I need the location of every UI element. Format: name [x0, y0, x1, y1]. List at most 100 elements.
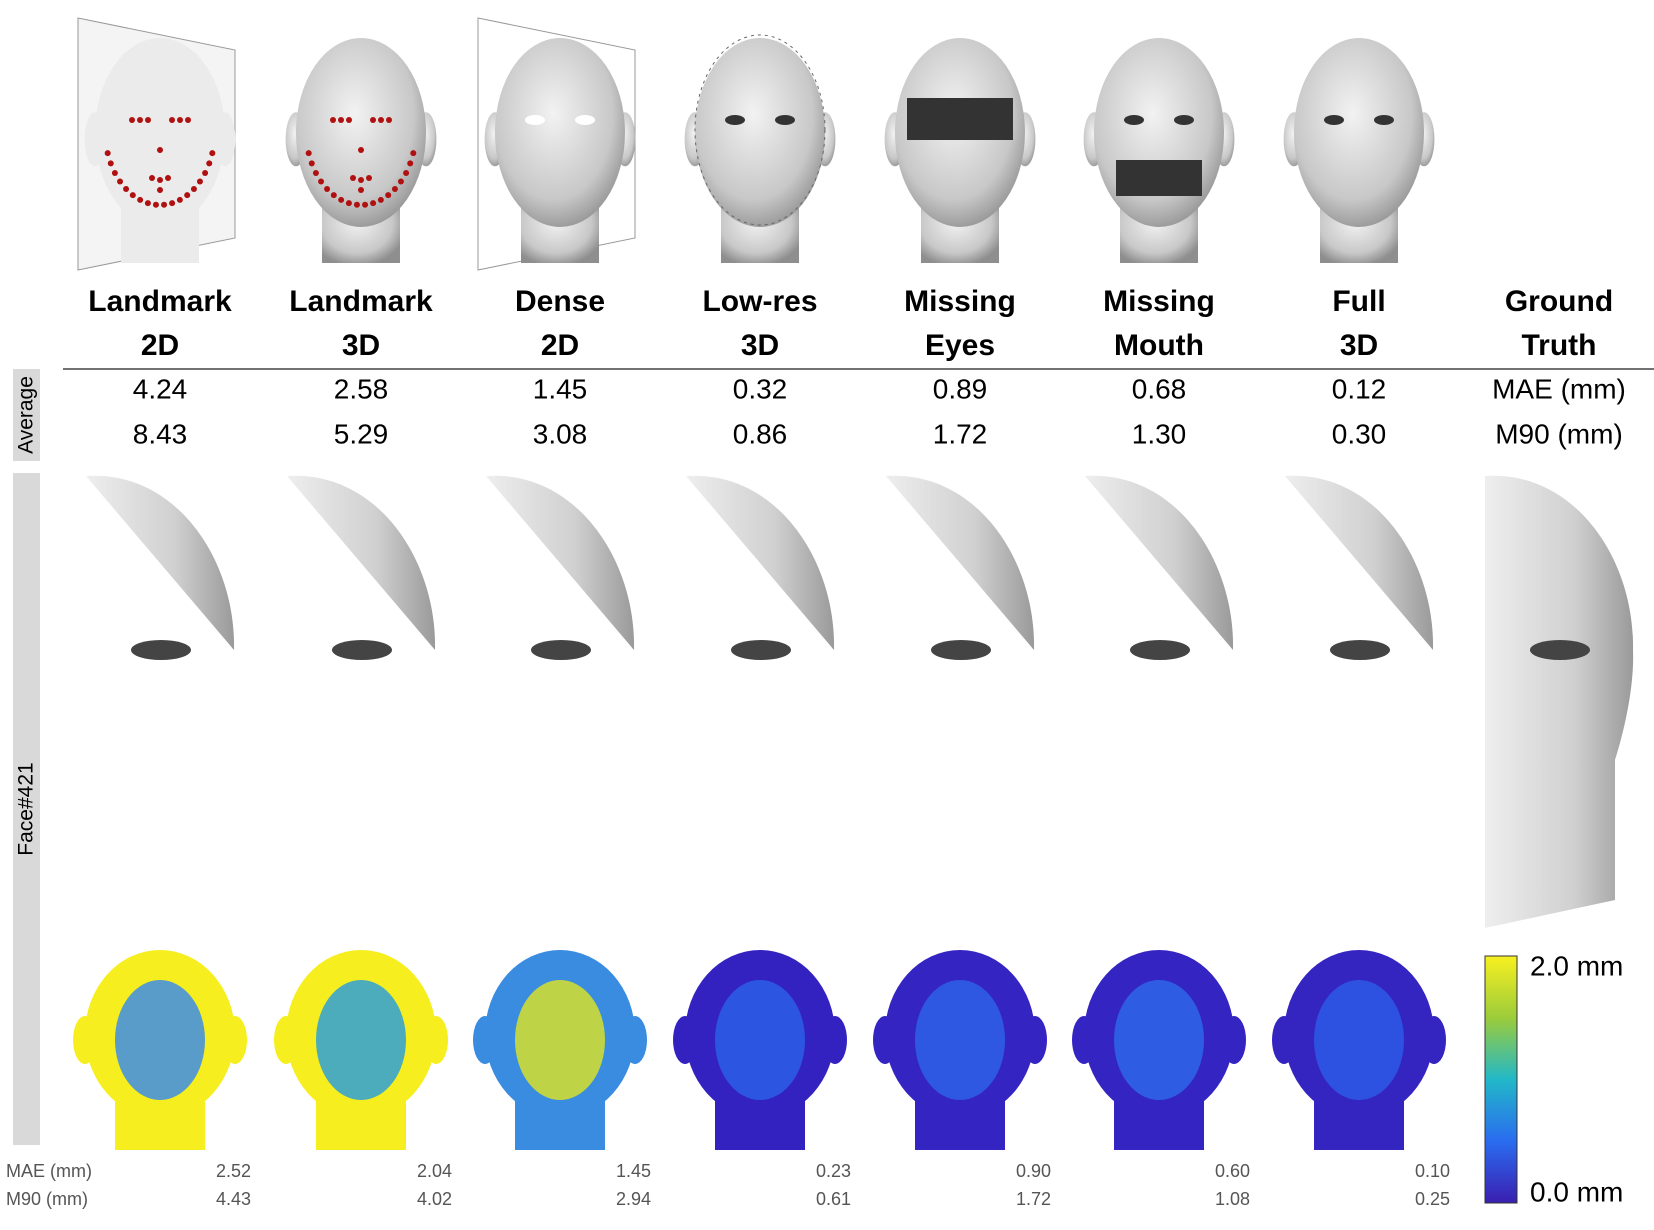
head [1294, 38, 1424, 227]
eye [725, 115, 745, 125]
landmark-dot [386, 117, 392, 123]
eye [332, 640, 392, 660]
column-label: Missing [1103, 285, 1215, 318]
face-mae: 2.04 [417, 1161, 452, 1181]
face-m90: 4.02 [417, 1189, 452, 1209]
mae-value: 0.68 [1132, 373, 1187, 404]
landmark-dot [338, 196, 345, 203]
face-mae: 0.90 [1016, 1161, 1051, 1181]
column-label: Low-res [702, 285, 817, 318]
column-label: 3D [741, 329, 779, 362]
error-region [515, 980, 605, 1100]
landmark-dot [145, 117, 151, 123]
landmark-dot [149, 175, 155, 181]
landmark-dot [144, 200, 151, 207]
mae-value: 0.12 [1332, 373, 1387, 404]
error-heatmap [873, 950, 1047, 1150]
input-render [1283, 38, 1435, 263]
error-heatmap [73, 950, 247, 1150]
face-m90: 0.25 [1415, 1189, 1450, 1209]
landmark-dot [407, 160, 414, 167]
landmark-dot [177, 117, 183, 123]
eye [731, 640, 791, 660]
head [296, 38, 426, 227]
landmark-dot [206, 160, 213, 167]
head [695, 38, 825, 227]
landmark-dot [196, 178, 203, 185]
landmark-dot [190, 186, 197, 193]
landmark-dot [330, 192, 337, 199]
metric-label: M90 (mm) [6, 1189, 88, 1209]
face-m90: 1.08 [1215, 1189, 1250, 1209]
landmark-dot [104, 150, 111, 157]
m90-value: 0.86 [733, 418, 788, 449]
column-label: Missing [904, 285, 1016, 318]
landmark-dot [308, 160, 315, 167]
error-region [915, 980, 1005, 1100]
input-render [684, 34, 836, 263]
face-m90: 0.61 [816, 1189, 851, 1209]
mask [1116, 160, 1202, 196]
mesh [694, 34, 826, 226]
landmark-dot [176, 196, 183, 203]
colorbar-label: 2.0 mm [1530, 950, 1623, 981]
landmark-dot [403, 169, 410, 176]
landmark-dot [152, 201, 159, 208]
side-label: Face#421 [15, 762, 38, 855]
face-mae: 1.45 [616, 1161, 651, 1181]
error-heatmap [1272, 950, 1446, 1150]
landmark-dot [209, 150, 216, 157]
landmark-dot [157, 147, 163, 153]
mae-value: 0.32 [733, 373, 788, 404]
error-region [715, 980, 805, 1100]
error-region [115, 980, 205, 1100]
colorbar-label: 0.0 mm [1530, 1176, 1623, 1207]
face-mae: 2.52 [216, 1161, 251, 1181]
face-mae: 0.60 [1215, 1161, 1250, 1181]
error-heatmap [473, 950, 647, 1150]
face-mae: 0.23 [816, 1161, 851, 1181]
landmark-dot [107, 160, 114, 167]
landmark-dot [338, 117, 344, 123]
eye [1330, 640, 1390, 660]
half-face [1085, 475, 1234, 650]
mae-value: 1.45 [533, 373, 588, 404]
landmark-dot [129, 192, 136, 199]
input-render [884, 38, 1036, 263]
eye [1530, 640, 1590, 660]
column-label: Mouth [1114, 329, 1204, 362]
landmark-dot [123, 186, 130, 193]
error-region [316, 980, 406, 1100]
landmark-dot [410, 150, 417, 157]
landmark-dot [346, 117, 352, 123]
column-label: 3D [1340, 329, 1378, 362]
side-bar [13, 473, 40, 1145]
eye [131, 640, 191, 660]
mae-value: 2.58 [334, 373, 389, 404]
landmark-dot [137, 117, 143, 123]
column-label: Eyes [925, 329, 995, 362]
error-region [1114, 980, 1204, 1100]
m90-value: 1.30 [1132, 418, 1187, 449]
landmark-dot [350, 175, 356, 181]
landmark-dot [324, 186, 331, 193]
landmark-dot [362, 201, 369, 208]
landmark-dot [137, 196, 144, 203]
eye [1374, 115, 1394, 125]
column-label: 2D [141, 329, 179, 362]
metric-label: MAE (mm) [6, 1161, 92, 1181]
half-face [886, 475, 1035, 650]
input-render [285, 38, 437, 263]
landmark-dot [377, 196, 384, 203]
landmark-dot [353, 201, 360, 208]
m90-value: 8.43 [133, 418, 188, 449]
landmark-dot [202, 169, 209, 176]
landmark-dot [111, 169, 118, 176]
column-label: Truth [1522, 329, 1597, 362]
landmark-dot [391, 186, 398, 193]
m90-value: 3.08 [533, 418, 588, 449]
face-mae: 0.10 [1415, 1161, 1450, 1181]
eye [1324, 115, 1344, 125]
input-render [77, 17, 236, 271]
